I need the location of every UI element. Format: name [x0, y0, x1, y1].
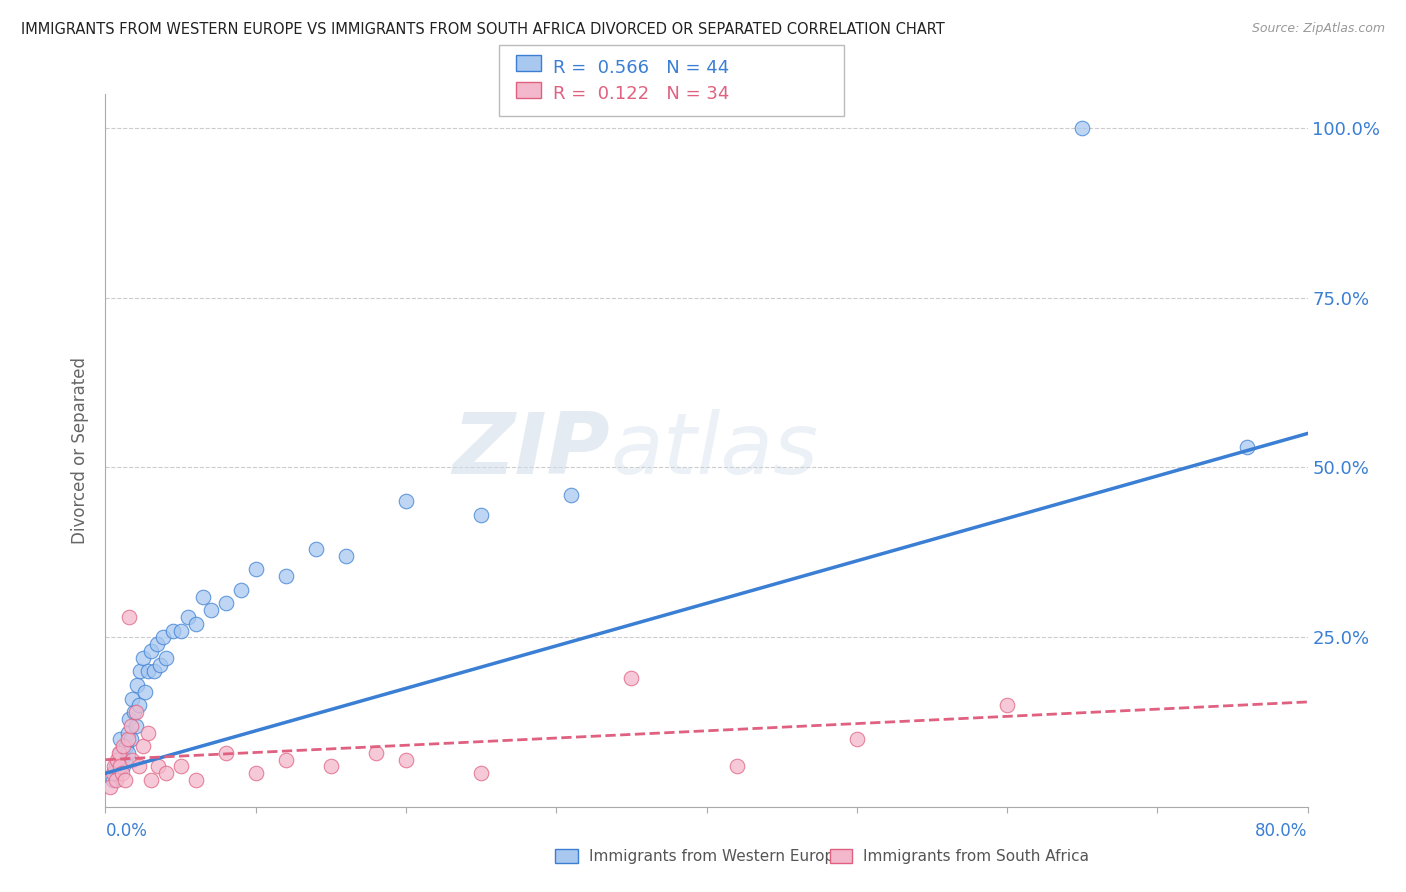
Point: [136, 665, 159, 679]
Point: [470, 766, 492, 780]
Point: [142, 665, 165, 679]
Point: [114, 773, 136, 788]
Point: [139, 773, 162, 788]
Point: [104, 773, 127, 788]
Point: [110, 746, 132, 760]
Text: atlas: atlas: [610, 409, 818, 492]
Point: [112, 739, 135, 753]
Point: [128, 698, 150, 713]
Point: [364, 746, 387, 760]
Y-axis label: Divorced or Separated: Divorced or Separated: [72, 357, 90, 544]
Point: [107, 753, 129, 767]
Point: [124, 719, 146, 733]
Text: R =  0.566   N = 44: R = 0.566 N = 44: [553, 59, 728, 77]
Point: [305, 541, 328, 556]
Point: [108, 746, 131, 760]
Point: [620, 671, 643, 685]
Point: [395, 494, 418, 508]
Point: [115, 739, 138, 753]
Point: [117, 725, 139, 739]
Point: [134, 684, 156, 698]
Point: [274, 569, 297, 583]
Point: [118, 610, 141, 624]
Point: [1236, 440, 1258, 454]
Point: [214, 746, 236, 760]
Point: [169, 759, 191, 773]
Text: ZIP: ZIP: [453, 409, 610, 492]
Point: [101, 766, 124, 780]
Text: R =  0.122   N = 34: R = 0.122 N = 34: [553, 86, 728, 103]
Point: [107, 766, 129, 780]
Point: [335, 549, 357, 563]
Point: [1071, 120, 1094, 135]
Point: [117, 746, 139, 760]
Point: [274, 753, 297, 767]
Point: [110, 732, 132, 747]
Point: [245, 766, 267, 780]
Point: [155, 766, 177, 780]
Point: [120, 732, 142, 747]
Point: [114, 753, 136, 767]
Point: [191, 590, 214, 604]
Point: [125, 678, 148, 692]
Point: [725, 759, 748, 773]
Point: [200, 603, 222, 617]
Text: Immigrants from Western Europe: Immigrants from Western Europe: [589, 849, 844, 863]
Point: [98, 780, 121, 794]
Point: [103, 759, 125, 773]
Point: [110, 759, 132, 773]
Point: [121, 753, 143, 767]
Point: [395, 753, 418, 767]
Point: [470, 508, 492, 522]
Point: [145, 637, 167, 651]
Point: [152, 631, 174, 645]
Point: [184, 773, 207, 788]
Point: [146, 759, 169, 773]
Point: [111, 766, 134, 780]
Text: 0.0%: 0.0%: [105, 822, 148, 840]
Point: [117, 732, 139, 747]
Point: [132, 739, 155, 753]
Point: [118, 712, 141, 726]
Point: [245, 562, 267, 576]
Point: [112, 759, 135, 773]
Point: [148, 657, 170, 672]
Point: [101, 773, 124, 788]
Point: [129, 665, 152, 679]
Point: [132, 650, 155, 665]
Point: [124, 705, 146, 719]
Text: 80.0%: 80.0%: [1256, 822, 1308, 840]
Point: [136, 725, 159, 739]
Point: [229, 582, 252, 597]
Point: [155, 650, 177, 665]
Point: [120, 719, 142, 733]
Point: [845, 732, 868, 747]
Point: [995, 698, 1018, 713]
Point: [121, 691, 143, 706]
Text: IMMIGRANTS FROM WESTERN EUROPE VS IMMIGRANTS FROM SOUTH AFRICA DIVORCED OR SEPAR: IMMIGRANTS FROM WESTERN EUROPE VS IMMIGR…: [21, 22, 945, 37]
Point: [319, 759, 342, 773]
Point: [169, 624, 191, 638]
Point: [560, 488, 582, 502]
Point: [122, 705, 145, 719]
Point: [104, 759, 127, 773]
Point: [128, 759, 150, 773]
Point: [177, 610, 200, 624]
Point: [184, 616, 207, 631]
Text: Immigrants from South Africa: Immigrants from South Africa: [863, 849, 1090, 863]
Point: [139, 644, 162, 658]
Point: [214, 596, 236, 610]
Text: Source: ZipAtlas.com: Source: ZipAtlas.com: [1251, 22, 1385, 36]
Point: [162, 624, 184, 638]
